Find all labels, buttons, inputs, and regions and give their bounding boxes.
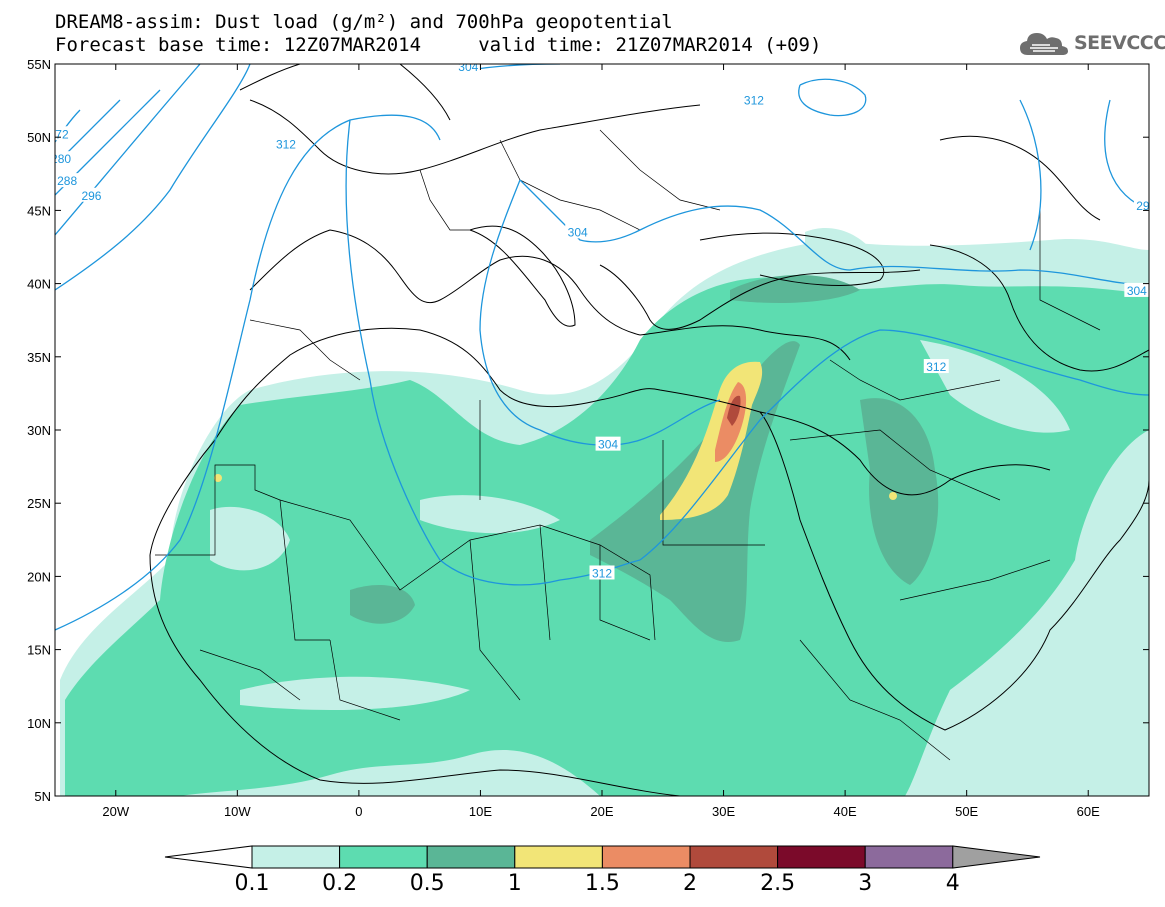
- contour-label-bg: [78, 187, 104, 202]
- logo: SEEVCCC: [1018, 28, 1165, 58]
- lat-tick-label: 30N: [27, 423, 51, 438]
- contour-label: 312: [926, 360, 946, 374]
- colorbar-low-arrow: [164, 845, 253, 869]
- colorbar-label: 1.5: [585, 871, 620, 896]
- lat-tick-label: 10N: [27, 716, 51, 731]
- contour-label-bg: [565, 224, 591, 239]
- contour-label: 304: [458, 60, 478, 74]
- colorbar-swatch: [514, 845, 603, 869]
- dust-level-2: [727, 395, 741, 426]
- map-area: 312 312 296 288 280 272 304 304 304 312 304 312 29: [49, 60, 1150, 796]
- contour-label: 312: [276, 138, 296, 152]
- lon-tick-label: 20E: [590, 804, 613, 819]
- contour-label-bg: [1124, 282, 1149, 297]
- colorbar-label: 0.5: [410, 871, 445, 896]
- contour-label-bg: [55, 173, 80, 188]
- lat-tick-label: 15N: [27, 643, 51, 658]
- contour-label: 312: [592, 566, 612, 580]
- colorbar-label: 3: [858, 871, 872, 896]
- contour-label: 304: [1127, 284, 1147, 298]
- contour-label: 296: [81, 189, 101, 203]
- longitude-axis: 20W 10W 0 10E 20E 30E 40E 50E 60E: [102, 64, 1100, 819]
- country-borders: [155, 129, 1101, 761]
- contour-label: 280: [51, 152, 71, 166]
- coastlines: [149, 64, 1149, 796]
- colorbar-swatch: [426, 845, 516, 869]
- contour-label-bg: [273, 136, 299, 151]
- colorbar-swatch: [689, 845, 779, 869]
- contour-label: 304: [568, 225, 588, 239]
- contour-label: 288: [57, 174, 77, 188]
- lat-tick-label: 40N: [27, 277, 51, 292]
- colorbar-high-arrow: [952, 845, 1041, 869]
- lat-tick-label: 55N: [27, 57, 51, 72]
- lon-tick-label: 10W: [224, 804, 251, 819]
- lat-tick-label: 35N: [27, 350, 51, 365]
- colorbar-swatch: [601, 845, 691, 869]
- lon-tick-label: 40E: [834, 804, 857, 819]
- lon-tick-label: 50E: [955, 804, 978, 819]
- logo-text: SEEVCCC: [1074, 32, 1165, 54]
- lon-tick-label: 10E: [469, 804, 492, 819]
- colorbar-swatch: [339, 845, 428, 869]
- lat-tick-label: 50N: [27, 130, 51, 145]
- colorbar-swatch: [777, 845, 866, 869]
- contour-label-bg: [55, 151, 74, 166]
- dust-level-0-1-gaps: [210, 340, 1070, 710]
- lon-tick-label: 60E: [1077, 804, 1100, 819]
- contour-labels: 312 312 296 288 280 272 304 304 304 312 304 312 29: [49, 60, 1150, 580]
- lat-tick-label: 25N: [27, 496, 51, 511]
- latitude-axis: 55N 50N 45N 40N 35N 30N 25N 20N 15N 10N 5N: [27, 57, 1149, 804]
- contour-label: 272: [49, 127, 69, 141]
- contour-label-bg: [595, 436, 621, 451]
- colorbar-label: 4: [946, 871, 960, 896]
- contour-label-bg: [455, 64, 481, 73]
- cloud-logo-icon: [1020, 33, 1068, 55]
- contour-label-bg: [923, 359, 949, 374]
- lat-tick-label: 45N: [27, 203, 51, 218]
- colorbar-legend: 0.1 0.2 0.5 1 1.5 2 2.5 3 4: [164, 845, 1041, 896]
- contour-label: 312: [744, 94, 764, 108]
- chart-subtitle: Forecast base time: 12Z07MAR2014 valid t…: [55, 34, 822, 56]
- colorbar-label: 2.5: [760, 871, 795, 896]
- contour-label: 29: [1136, 199, 1150, 213]
- contour-label-bg: [1133, 198, 1149, 213]
- lat-tick-label: 20N: [27, 569, 51, 584]
- lon-tick-label: 0: [355, 804, 362, 819]
- colorbar-swatch: [251, 845, 341, 869]
- contour-label: 304: [598, 438, 618, 452]
- colorbar-label: 1: [508, 871, 522, 896]
- colorbar-label: 0.1: [235, 871, 270, 896]
- contour-label-bg: [589, 565, 615, 580]
- colorbar-swatch: [864, 845, 954, 869]
- lat-tick-label: 5N: [34, 789, 51, 804]
- lon-tick-label: 20W: [102, 804, 129, 819]
- colorbar-label: 0.2: [322, 871, 357, 896]
- lon-tick-label: 30E: [712, 804, 735, 819]
- contour-label-bg: [741, 92, 767, 107]
- colorbar-label: 2: [683, 871, 697, 896]
- chart-title: DREAM8-assim: Dust load (g/m²) and 700hP…: [55, 11, 673, 33]
